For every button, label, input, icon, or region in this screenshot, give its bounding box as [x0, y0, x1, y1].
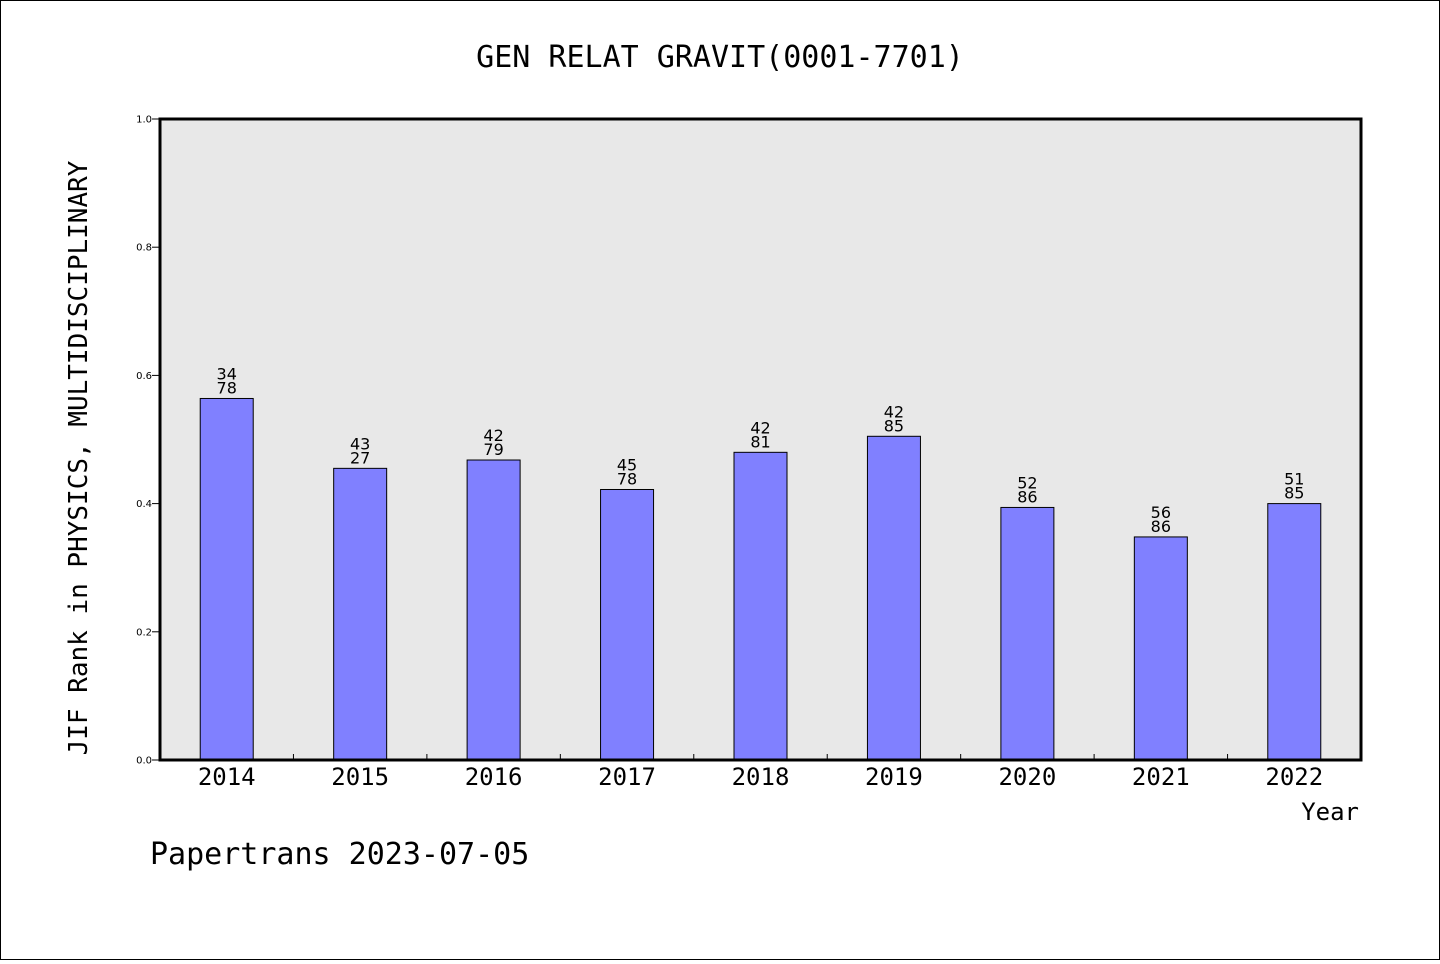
y-tick-label: 0.6 — [136, 371, 152, 382]
bar-label-top: 43 — [350, 434, 370, 453]
x-tick-label: 2014 — [198, 763, 256, 791]
bar-label-bottom: 85 — [884, 416, 904, 435]
bar-2014 — [199, 397, 254, 761]
x-axis-tick-labels: 2014 2015 2016 2017 2018 2019 2020 2021 2022 — [198, 763, 1323, 791]
bar-label-bottom: 79 — [483, 440, 503, 459]
bar-label-top: 34 — [217, 364, 237, 383]
footer-credit: Papertrans 2023-07-05 — [150, 837, 529, 872]
bar-label-top: 42 — [483, 426, 503, 445]
x-tick-label: 2021 — [1132, 763, 1190, 791]
y-tick-label: 1.0 — [136, 115, 152, 126]
y-tick-label: 0.4 — [136, 499, 152, 510]
bar-2020 — [1000, 506, 1055, 761]
bar-2018 — [733, 451, 788, 761]
x-tick-label: 2019 — [865, 763, 923, 791]
chart-title: GEN RELAT GRAVIT(0001-7701) — [476, 40, 964, 75]
bar-label-bottom: 86 — [1151, 517, 1171, 536]
x-tick-label: 2017 — [598, 763, 656, 791]
bar-2016 — [466, 459, 521, 761]
y-tick-label: 0.8 — [136, 243, 152, 254]
x-tick-label: 2022 — [1265, 763, 1323, 791]
bar-2015 — [333, 467, 388, 761]
bars-group — [199, 397, 1322, 761]
x-axis-label: Year — [1301, 798, 1359, 826]
y-tick-label: 0.2 — [136, 627, 152, 638]
x-tick-label: 2018 — [732, 763, 790, 791]
bar-label-bottom: 86 — [1017, 487, 1037, 506]
x-tick-label: 2016 — [465, 763, 523, 791]
bar-label-bottom: 27 — [350, 448, 370, 467]
plot-border — [158, 117, 1363, 762]
y-axis-label: JIF Rank in PHYSICS, MULTIDISCIPLINARY — [64, 160, 94, 755]
bar-2021 — [1133, 536, 1188, 761]
bar-label-bottom: 85 — [1284, 484, 1304, 503]
bar-label-top: 52 — [1017, 473, 1037, 492]
bar-label-top: 42 — [884, 402, 904, 421]
bar-label-bottom: 78 — [617, 469, 637, 488]
bar-label-bottom: 78 — [217, 378, 237, 397]
bar-label-top: 45 — [617, 455, 637, 474]
bar-2017 — [600, 488, 655, 761]
bar-label-top: 56 — [1151, 503, 1171, 522]
x-tick-label: 2020 — [998, 763, 1056, 791]
bar-label-top: 42 — [750, 418, 770, 437]
bar-label-bottom: 81 — [750, 432, 770, 451]
y-tick-label: 0.0 — [136, 756, 152, 767]
x-tick-label: 2015 — [331, 763, 389, 791]
bar-label-top: 51 — [1284, 470, 1304, 489]
bar-2019 — [866, 435, 921, 761]
y-axis-ticks: 0.0 0.2 0.4 0.6 0.8 1.0 — [136, 115, 160, 767]
bar-2022 — [1267, 503, 1322, 761]
